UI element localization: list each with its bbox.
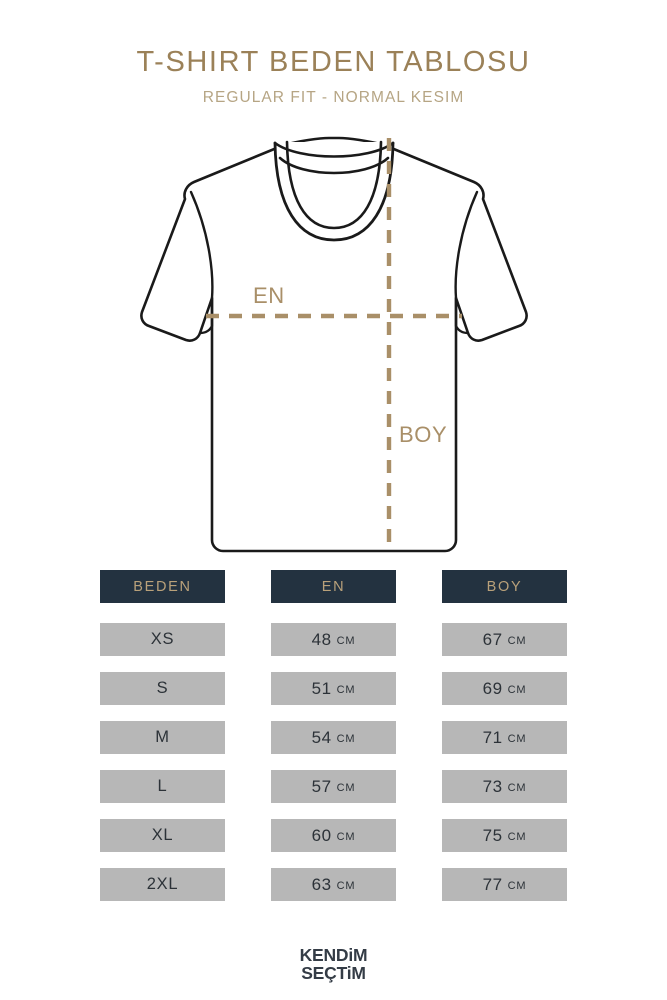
size-chart-table: BEDEN EN BOY XS 48 CM 67 CM S 51 CM 69 C… [100,570,567,917]
brand-logo: KENDiM SEÇTiM [0,946,667,982]
table-header-row: BEDEN EN BOY [100,570,567,603]
cell-size: L [100,770,225,803]
page-title: T-SHIRT BEDEN TABLOSU [136,46,531,78]
cell-width: 51 CM [271,672,396,705]
table-row: XL 60 CM 75 CM [100,819,567,852]
cell-length-unit: CM [507,732,527,745]
cell-width-value: 60 [311,825,332,845]
cell-width-unit: CM [336,732,356,745]
cell-width-value: 54 [311,727,332,747]
brand-logo-line2: SEÇTiM [301,963,366,984]
cell-length-unit: CM [507,781,527,794]
cell-length: 67 CM [442,623,567,656]
length-measure-label: BOY [399,422,447,447]
column-header-beden: BEDEN [100,570,225,603]
right-sleeve-seam [453,190,478,335]
cell-width-unit: CM [336,683,356,696]
cell-width-value: 57 [311,776,332,796]
collar-inner [285,140,382,230]
cell-length-unit: CM [507,634,527,647]
table-row: L 57 CM 73 CM [100,770,567,803]
neck-tape-lower [278,156,389,175]
cell-length: 73 CM [442,770,567,803]
cell-width: 48 CM [271,623,396,656]
page-header: T-SHIRT BEDEN TABLOSU REGULAR FIT - NORM… [0,0,667,107]
neck-tape-upper [273,141,394,158]
cell-width-unit: CM [336,634,356,647]
cell-width-unit: CM [336,879,356,892]
cell-width: 54 CM [271,721,396,754]
width-measure-label: EN [253,283,285,308]
cell-length-unit: CM [507,830,527,843]
tshirt-outline [139,136,528,553]
cell-width: 63 CM [271,868,396,901]
table-row: S 51 CM 69 CM [100,672,567,705]
cell-size: 2XL [100,868,225,901]
brand-logo-line1: KENDiM [299,945,368,965]
cell-width: 60 CM [271,819,396,852]
cell-length-value: 73 [482,776,503,796]
column-header-boy: BOY [442,570,567,603]
cell-size: M [100,721,225,754]
tshirt-illustration: EN BOY [0,130,667,570]
cell-size: S [100,672,225,705]
cell-width-value: 51 [311,678,332,698]
cell-length-value: 71 [482,727,503,747]
cell-width-unit: CM [336,781,356,794]
cell-length-value: 77 [482,874,503,894]
table-row: M 54 CM 71 CM [100,721,567,754]
page-subtitle: REGULAR FIT - NORMAL KESIM [202,89,465,107]
cell-length: 71 CM [442,721,567,754]
cell-length-value: 69 [482,678,503,698]
cell-width-unit: CM [336,830,356,843]
table-row: 2XL 63 CM 77 CM [100,868,567,901]
tshirt-svg: EN BOY [139,136,528,553]
cell-length-value: 67 [482,629,503,649]
column-header-en: EN [271,570,396,603]
cell-length: 75 CM [442,819,567,852]
cell-width-value: 63 [311,874,332,894]
cell-width-value: 48 [311,629,332,649]
table-row: XS 48 CM 67 CM [100,623,567,656]
cell-length: 69 CM [442,672,567,705]
cell-size: XS [100,623,225,656]
cell-length: 77 CM [442,868,567,901]
cell-length-unit: CM [507,879,527,892]
cell-length-unit: CM [507,683,527,696]
cell-size: XL [100,819,225,852]
cell-width: 57 CM [271,770,396,803]
cell-length-value: 75 [482,825,503,845]
left-sleeve-seam [189,190,214,335]
